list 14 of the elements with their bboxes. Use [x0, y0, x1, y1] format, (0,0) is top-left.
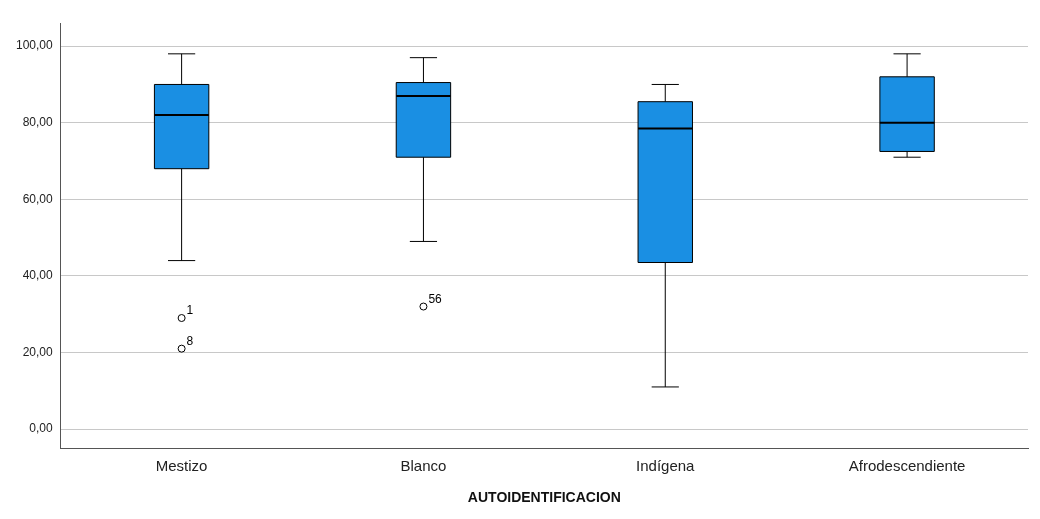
x-tick-label: Mestizo: [155, 457, 208, 475]
x-tick-label: Afrodescendiente: [848, 457, 966, 475]
annotation: 56: [428, 291, 443, 306]
annotation: 1: [186, 303, 194, 318]
y-tick-label: 40,00: [22, 268, 54, 283]
y-tick-label: 60,00: [22, 191, 54, 206]
y-tick-label: 20,00: [22, 344, 54, 359]
x-axis-title: AUTOIDENTIFICACION: [467, 489, 621, 506]
y-tick-label: 100,00: [16, 38, 54, 53]
annotation: 8: [186, 333, 194, 348]
y-tick-label: 0,00: [29, 421, 54, 436]
x-tick-label: Indígena: [636, 457, 696, 475]
x-tick-label: Blanco: [400, 457, 447, 475]
y-tick-label: 80,00: [22, 115, 54, 130]
